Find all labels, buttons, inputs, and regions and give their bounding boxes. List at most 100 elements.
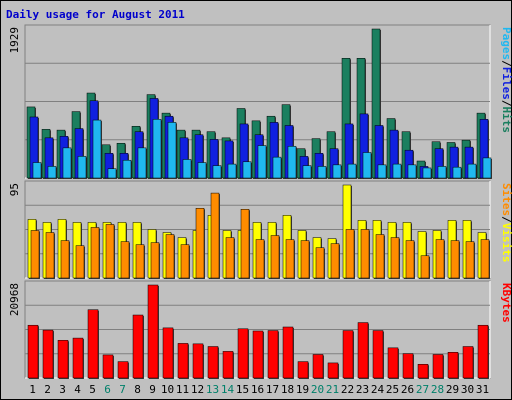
bar-sites: [390, 237, 400, 279]
bar-pages: [467, 163, 477, 179]
bar-pages: [197, 162, 207, 179]
bar-pages: [482, 157, 492, 179]
x-tick-label: 5: [89, 383, 96, 396]
x-tick-label: 22: [341, 383, 354, 396]
x-tick-label: 15: [236, 383, 249, 396]
x-tick-label: 1: [29, 383, 36, 396]
panel-2: 95 Sites/Visits: [8, 180, 512, 279]
bar-pages: [212, 165, 222, 179]
bar-sites: [30, 230, 40, 279]
bar-kbytes: [177, 343, 189, 379]
x-tick-label: 12: [191, 383, 204, 396]
bar-sites: [285, 239, 295, 279]
bar-kbytes: [297, 361, 309, 379]
bar-kbytes: [327, 362, 339, 379]
x-tick-label: 20: [311, 383, 324, 396]
bar-sites: [300, 240, 310, 279]
bar-kbytes: [147, 284, 159, 379]
x-tick-label: 13: [206, 383, 219, 396]
bar-sites: [270, 235, 280, 279]
bar-kbytes: [132, 314, 144, 379]
bar-kbytes: [252, 330, 264, 379]
bar-pages: [137, 147, 147, 179]
bar-kbytes: [372, 330, 384, 379]
bar-kbytes: [222, 351, 234, 379]
x-tick-label: 27: [416, 383, 429, 396]
bar-sites: [105, 224, 115, 279]
x-tick-label: 16: [251, 383, 264, 396]
bar-pages: [182, 159, 192, 179]
bar-pages: [47, 166, 57, 179]
x-tick-label: 10: [161, 383, 174, 396]
panel-3: 20968 KBytes: [8, 280, 512, 379]
x-tick-label: 17: [266, 383, 279, 396]
bar-sites: [255, 239, 265, 279]
x-tick-label: 30: [461, 383, 474, 396]
x-tick-label: 18: [281, 383, 294, 396]
legend-entry: KBytes: [500, 283, 512, 323]
bar-kbytes: [402, 353, 414, 379]
legend-entry: Sites: [500, 183, 512, 216]
bar-kbytes: [357, 322, 369, 379]
bar-sites: [240, 209, 250, 279]
bar-pages: [347, 163, 357, 179]
panel-max-label: 1929: [8, 27, 21, 54]
bar-kbytes: [42, 329, 54, 379]
bar-sites: [480, 239, 490, 279]
bar-pages: [272, 156, 282, 179]
x-tick-label: 2: [44, 383, 51, 396]
bar-sites: [195, 208, 205, 279]
bar-kbytes: [462, 346, 474, 379]
bar-kbytes: [102, 354, 114, 379]
x-tick-label: 8: [134, 383, 141, 396]
bar-kbytes: [417, 364, 429, 379]
panel-legend: Pages/Files/Hits: [500, 27, 512, 133]
bar-sites: [120, 241, 130, 279]
legend-entry: /: [500, 60, 512, 67]
panel-max-label: 95: [8, 183, 21, 196]
x-tick-label: 11: [176, 383, 189, 396]
bar-sites: [360, 229, 370, 279]
bar-sites: [150, 242, 160, 279]
bar-pages: [377, 164, 387, 179]
bar-sites: [90, 227, 100, 279]
panel-max-label: 20968: [8, 283, 21, 316]
x-tick-label: 25: [386, 383, 399, 396]
x-tick-label: 29: [446, 383, 459, 396]
bar-pages: [422, 167, 432, 179]
bar-pages: [77, 156, 87, 179]
bar-pages: [317, 166, 327, 179]
x-tick-label: 19: [296, 383, 309, 396]
bar-sites: [45, 232, 55, 279]
bar-pages: [407, 164, 417, 179]
bar-kbytes: [57, 340, 69, 379]
bar-pages: [107, 168, 117, 179]
x-tick-label: 28: [431, 383, 444, 396]
bar-kbytes: [432, 354, 444, 379]
panel-legend: Sites/Visits: [500, 183, 512, 263]
bar-pages: [362, 152, 372, 179]
bar-pages: [392, 163, 402, 179]
bar-kbytes: [312, 354, 324, 379]
bar-sites: [330, 243, 340, 279]
bar-kbytes: [282, 326, 294, 379]
bar-sites: [450, 240, 460, 279]
legend-entry: Pages: [500, 27, 512, 60]
bar-sites: [225, 237, 235, 279]
bar-sites: [75, 245, 85, 279]
panel-1: 1929 Pages/Files/Hits: [8, 24, 512, 180]
bar-sites: [315, 247, 325, 279]
bar-pages: [287, 146, 297, 179]
legend-entry: /: [500, 216, 512, 223]
bar-sites: [180, 244, 190, 279]
bar-pages: [257, 145, 267, 179]
bar-sites: [210, 192, 220, 279]
x-tick-label: 3: [59, 383, 66, 396]
legend-entry: Visits: [500, 223, 512, 263]
bar-kbytes: [192, 343, 204, 379]
x-tick-label: 4: [74, 383, 81, 396]
bar-sites: [435, 239, 445, 279]
x-tick-label: 6: [104, 383, 111, 396]
bar-pages: [302, 165, 312, 179]
legend-entry: Files: [500, 67, 512, 100]
